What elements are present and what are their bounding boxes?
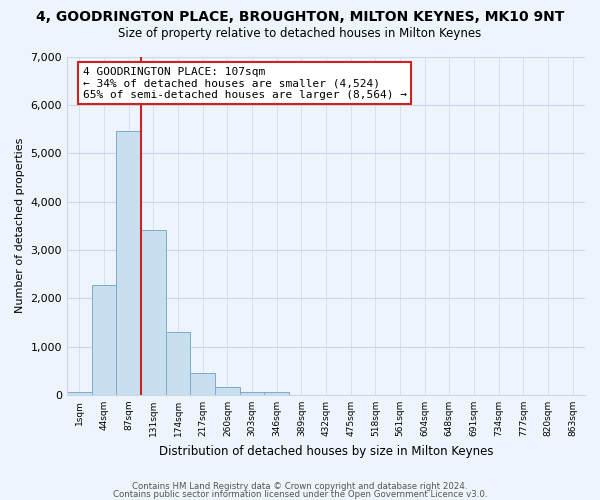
Text: Contains HM Land Registry data © Crown copyright and database right 2024.: Contains HM Land Registry data © Crown c… — [132, 482, 468, 491]
Bar — [166, 332, 190, 395]
Text: 4, GOODRINGTON PLACE, BROUGHTON, MILTON KEYNES, MK10 9NT: 4, GOODRINGTON PLACE, BROUGHTON, MILTON … — [36, 10, 564, 24]
Bar — [239, 392, 265, 395]
Y-axis label: Number of detached properties: Number of detached properties — [15, 138, 25, 314]
Text: Contains public sector information licensed under the Open Government Licence v3: Contains public sector information licen… — [113, 490, 487, 499]
Bar — [92, 285, 116, 395]
Bar — [265, 392, 289, 395]
Bar — [215, 386, 239, 395]
Bar — [141, 230, 166, 395]
Text: Size of property relative to detached houses in Milton Keynes: Size of property relative to detached ho… — [118, 28, 482, 40]
Bar — [190, 372, 215, 395]
Text: 4 GOODRINGTON PLACE: 107sqm
← 34% of detached houses are smaller (4,524)
65% of : 4 GOODRINGTON PLACE: 107sqm ← 34% of det… — [83, 66, 407, 100]
Bar — [116, 131, 141, 395]
X-axis label: Distribution of detached houses by size in Milton Keynes: Distribution of detached houses by size … — [159, 444, 493, 458]
Bar — [67, 392, 92, 395]
